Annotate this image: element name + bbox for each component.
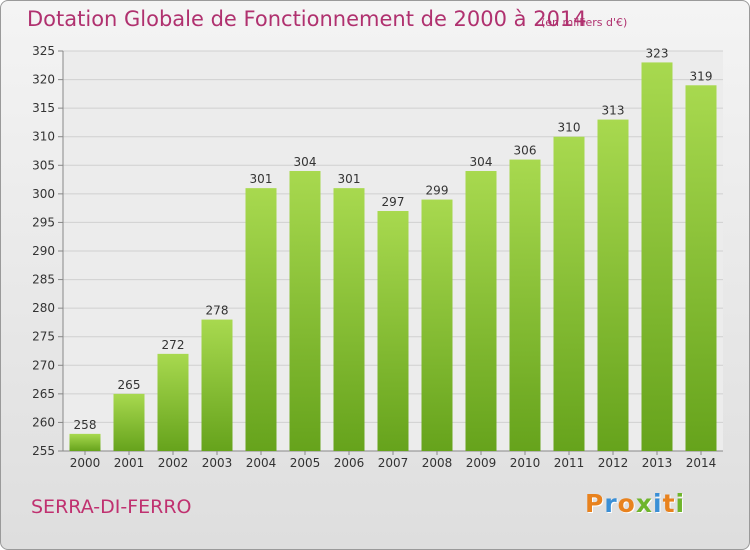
bar-value-label: 319 xyxy=(690,69,713,83)
bar-value-label: 313 xyxy=(602,104,625,118)
x-tick-label: 2001 xyxy=(114,456,145,470)
bar xyxy=(509,159,541,452)
y-tick-label: 260 xyxy=(32,415,55,429)
logo-letter: x xyxy=(635,489,653,518)
x-tick-label: 2000 xyxy=(70,456,101,470)
chart-title: Dotation Globale de Fonctionnement de 20… xyxy=(27,7,587,31)
bar-value-label: 310 xyxy=(558,121,581,135)
logo-letter: i xyxy=(675,489,686,518)
y-tick-label: 275 xyxy=(32,330,55,344)
logo-letter: o xyxy=(617,489,636,518)
bar-value-label: 299 xyxy=(426,184,449,198)
x-tick-label: 2014 xyxy=(686,456,717,470)
bar xyxy=(597,119,629,452)
x-tick-label: 2011 xyxy=(554,456,585,470)
x-tick-label: 2010 xyxy=(510,456,541,470)
bar xyxy=(113,393,145,451)
y-tick-label: 300 xyxy=(32,187,55,201)
bar xyxy=(289,171,321,451)
bar-value-label: 265 xyxy=(118,378,141,392)
logo-letter: t xyxy=(662,489,676,518)
bar-value-label: 301 xyxy=(338,172,361,186)
bar-value-label: 304 xyxy=(294,155,317,169)
y-tick-label: 255 xyxy=(32,444,55,458)
chart-subtitle: (en milliers d'€) xyxy=(541,16,628,29)
bar xyxy=(201,319,233,451)
bar xyxy=(333,188,365,451)
proxiti-logo: Proxiti xyxy=(585,489,685,518)
x-tick-label: 2003 xyxy=(202,456,233,470)
bar-value-label: 297 xyxy=(382,195,405,209)
bar xyxy=(377,211,409,451)
x-tick-label: 2004 xyxy=(246,456,277,470)
commune-name: SERRA-DI-FERRO xyxy=(31,496,192,518)
bar xyxy=(421,199,453,451)
bar xyxy=(553,136,585,451)
bar-value-label: 272 xyxy=(162,338,185,352)
bar-value-label: 323 xyxy=(646,46,669,60)
y-tick-label: 305 xyxy=(32,158,55,172)
x-tick-label: 2013 xyxy=(642,456,673,470)
bar-value-label: 306 xyxy=(514,144,537,158)
bar xyxy=(465,171,497,451)
x-tick-label: 2007 xyxy=(378,456,409,470)
bar-value-label: 301 xyxy=(250,172,273,186)
y-tick-label: 285 xyxy=(32,273,55,287)
bar-value-label: 258 xyxy=(74,418,97,432)
y-tick-label: 270 xyxy=(32,358,55,372)
logo-letter: i xyxy=(653,489,663,518)
y-tick-label: 280 xyxy=(32,301,55,315)
y-tick-label: 265 xyxy=(32,387,55,401)
y-tick-label: 310 xyxy=(32,130,55,144)
y-tick-label: 295 xyxy=(32,215,55,229)
bar xyxy=(157,353,189,451)
logo-letter: r xyxy=(604,489,618,518)
bar-value-label: 304 xyxy=(470,155,493,169)
bar xyxy=(245,188,277,451)
y-tick-label: 320 xyxy=(32,73,55,87)
bar xyxy=(685,85,717,452)
x-tick-label: 2009 xyxy=(466,456,497,470)
y-tick-label: 315 xyxy=(32,101,55,115)
x-tick-label: 2006 xyxy=(334,456,365,470)
logo-letter: P xyxy=(585,489,605,518)
bar xyxy=(641,62,673,452)
bar xyxy=(69,433,101,451)
x-tick-label: 2005 xyxy=(290,456,321,470)
y-tick-label: 290 xyxy=(32,244,55,258)
bar-value-label: 278 xyxy=(206,304,229,318)
x-tick-label: 2002 xyxy=(158,456,189,470)
x-tick-label: 2008 xyxy=(422,456,453,470)
y-tick-label: 325 xyxy=(32,44,55,58)
x-tick-label: 2012 xyxy=(598,456,629,470)
